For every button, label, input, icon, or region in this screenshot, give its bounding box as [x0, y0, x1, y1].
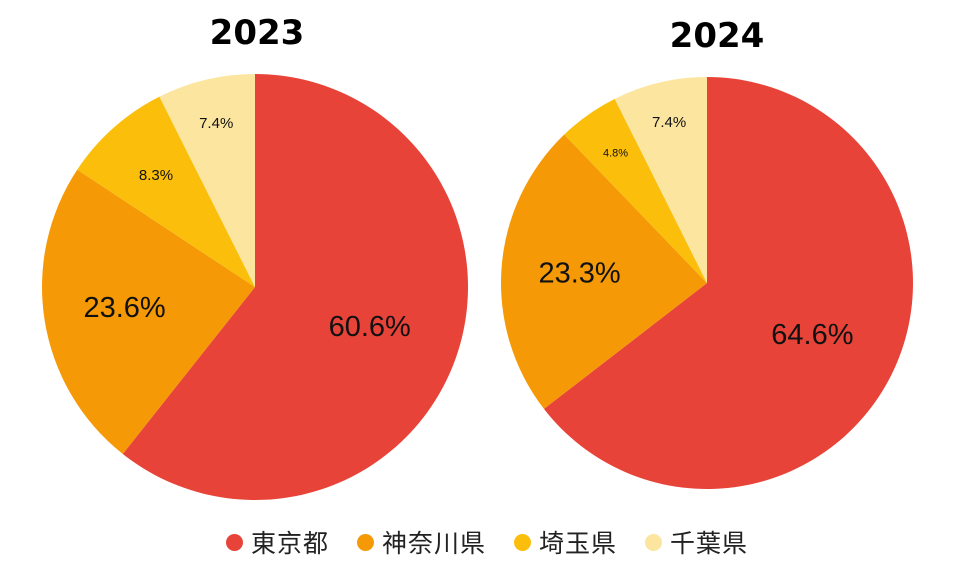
legend-label-chiba: 千葉県: [670, 529, 749, 558]
slice-label-chiba-2023: 7.4%: [199, 115, 233, 132]
legend-swatch-saitama: [514, 533, 531, 551]
slice-label-chiba-2024: 7.4%: [652, 114, 686, 131]
slice-label-kanagawa-2024: 23.3%: [538, 258, 620, 290]
pie-chart-2024: 64.6% 23.3% 4.8% 7.4% 2024: [501, 16, 913, 489]
legend-swatch-kanagawa: [356, 533, 374, 551]
legend-entry-chiba: 千葉県: [645, 524, 748, 560]
slice-saitama-2023: [77, 96, 255, 287]
legend-entry-kanagawa: 神奈川県: [356, 524, 486, 560]
legend-label-saitama: 埼玉県: [539, 529, 618, 558]
slice-label-tokyo-2024: 64.6%: [771, 319, 853, 351]
slice-saitama-2024: [564, 98, 707, 283]
legend-swatch-chiba: [645, 533, 663, 551]
legend-swatch-tokyo: [225, 533, 243, 551]
legend: 東京都 神奈川県 埼玉県 千葉県: [0, 520, 974, 564]
slice-kanagawa-2023: [41, 169, 255, 454]
pie-chart-2023: 60.6% 23.6% 8.3% 7.4% 2023: [41, 13, 468, 500]
legend-label-kanagawa: 神奈川県: [381, 529, 486, 558]
slice-chiba-2023: [159, 74, 255, 287]
legend-label-tokyo: 東京都: [250, 529, 329, 558]
slice-label-saitama-2024: 4.8%: [603, 148, 628, 160]
chart-title-2023: 2023: [210, 13, 305, 53]
slice-label-tokyo-2023: 60.6%: [329, 311, 411, 343]
legend-entry-tokyo: 東京都: [225, 524, 329, 560]
slice-tokyo-2023: [122, 74, 468, 500]
slice-kanagawa-2024: [501, 134, 707, 409]
slice-tokyo-2024: [543, 77, 913, 489]
legend-entry-saitama: 埼玉県: [514, 524, 617, 560]
slice-chiba-2024: [614, 77, 707, 283]
slice-label-saitama-2023: 8.3%: [139, 167, 173, 184]
slice-label-kanagawa-2023: 23.6%: [83, 292, 165, 324]
chart-title-2024: 2024: [670, 16, 765, 56]
